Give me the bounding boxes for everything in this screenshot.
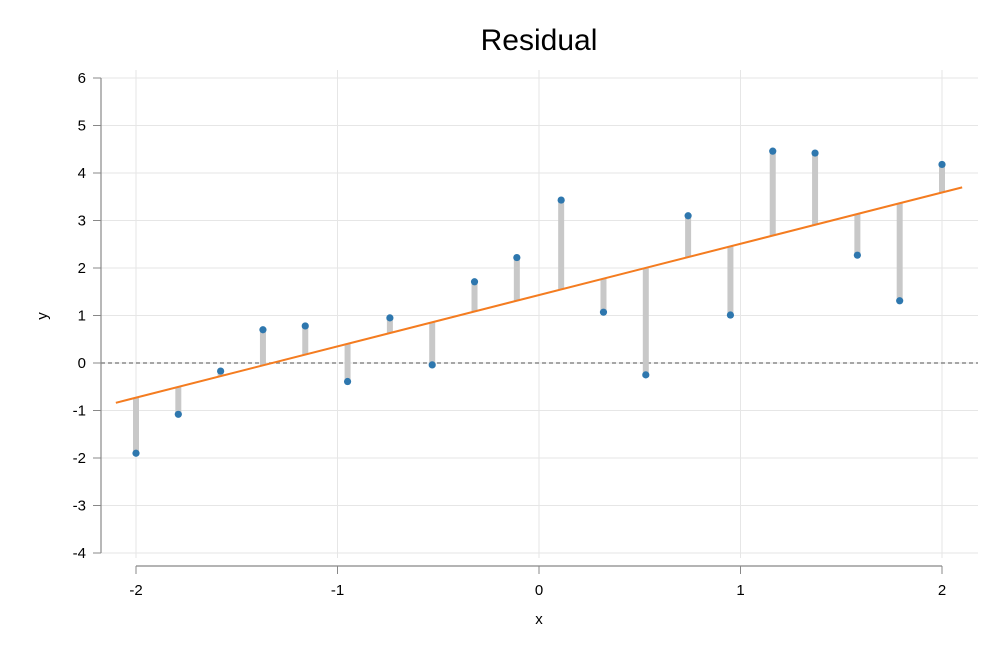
- fit-line: [115, 186, 963, 404]
- data-point: [684, 212, 692, 220]
- tick-labels: -4 -3 -2 -1 0 1 2 3 4 5 6 -2 -1 0 1 2: [73, 70, 947, 599]
- y-tick-label: -3: [73, 498, 86, 515]
- data-point: [174, 410, 182, 418]
- data-point: [896, 297, 904, 305]
- data-point: [470, 278, 479, 286]
- y-tick-label: 3: [78, 213, 86, 230]
- y-tick-label: 0: [78, 355, 86, 372]
- data-point: [259, 326, 267, 334]
- data-point: [217, 367, 225, 375]
- x-tick-label: -1: [331, 582, 344, 599]
- y-tick-label: -1: [73, 403, 86, 420]
- data-point: [726, 311, 735, 319]
- data-point: [557, 196, 565, 204]
- y-tick-label: 4: [78, 165, 86, 182]
- fit-line-group: [115, 186, 963, 404]
- y-tick-label: -2: [73, 450, 86, 467]
- data-point: [301, 322, 309, 330]
- data-point: [938, 160, 946, 169]
- data-points: [132, 147, 946, 457]
- data-point: [811, 149, 819, 157]
- y-tick-label: 2: [78, 260, 86, 277]
- y-tick-label: 1: [78, 308, 86, 325]
- data-point: [599, 308, 608, 316]
- grid-lines: [101, 70, 978, 558]
- x-tick-label: -2: [129, 582, 142, 599]
- chart-title: Residual: [481, 24, 598, 57]
- data-point: [513, 253, 521, 262]
- y-tick-label: 5: [78, 118, 86, 135]
- y-tick-label: -4: [73, 545, 86, 562]
- residual-segments: [133, 151, 945, 454]
- data-point: [343, 377, 352, 386]
- data-point: [428, 361, 436, 369]
- data-point: [853, 251, 861, 259]
- data-point: [642, 371, 650, 379]
- y-axis-label: y: [34, 312, 51, 320]
- data-point: [769, 147, 777, 155]
- x-tick-label: 2: [938, 582, 946, 599]
- x-axis-label: x: [535, 611, 543, 628]
- x-tick-label: 0: [535, 582, 543, 599]
- y-tick-label: 6: [78, 70, 86, 87]
- data-point: [132, 449, 140, 457]
- axes: [93, 77, 943, 574]
- x-tick-label: 1: [736, 582, 744, 599]
- data-point: [386, 314, 394, 322]
